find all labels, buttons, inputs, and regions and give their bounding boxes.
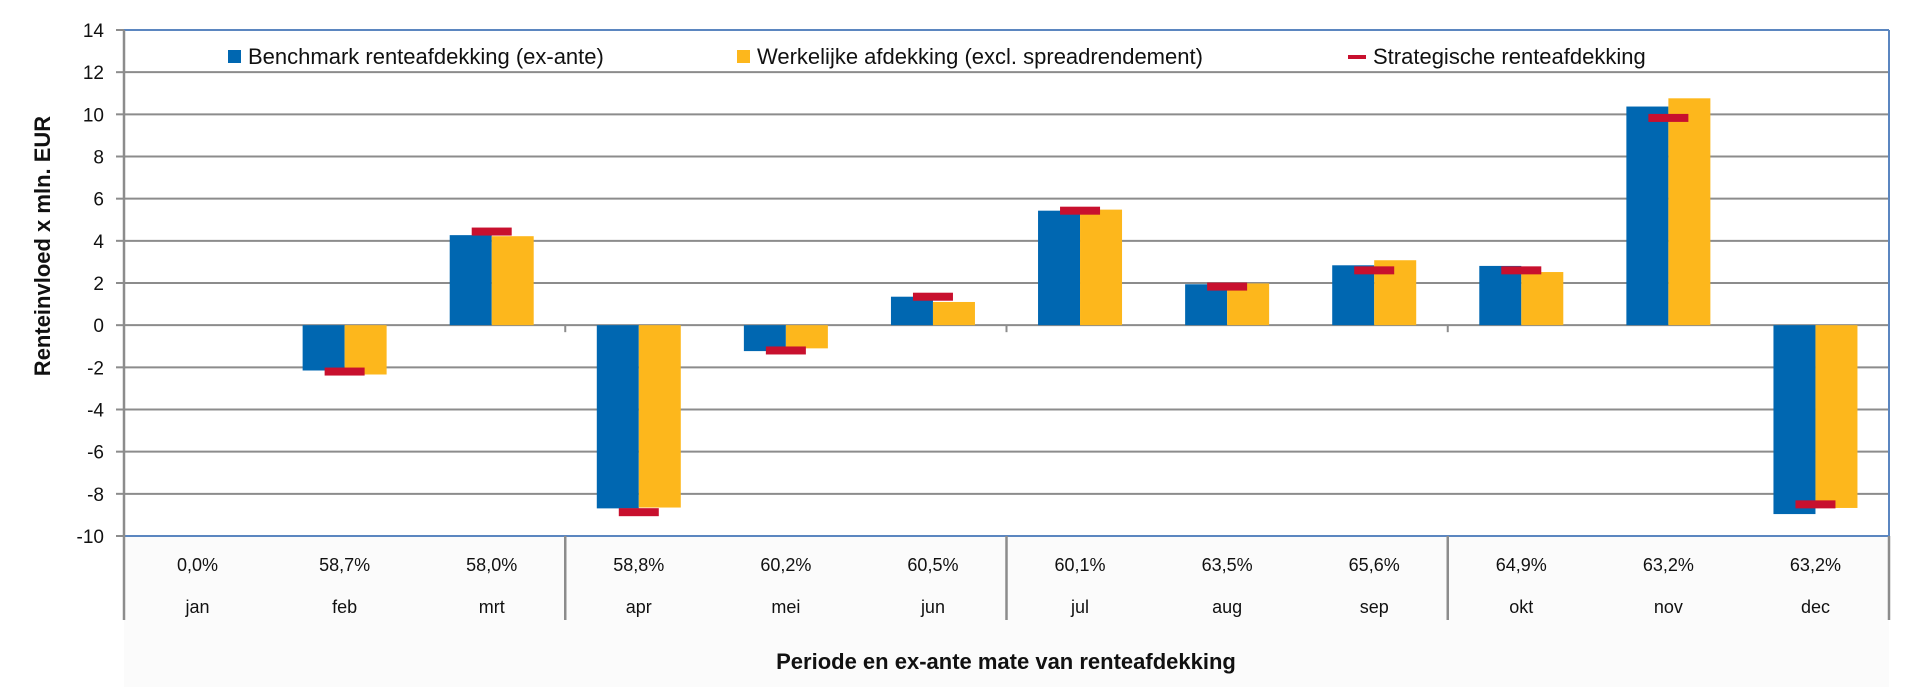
y-axis-title: Renteinvloed x mln. EUR [30, 116, 55, 376]
hedge-ratio-label: 60,2% [760, 555, 811, 575]
legend-label-strategisch: Strategische renteafdekking [1373, 44, 1646, 69]
marker-strategisch-jul [1060, 206, 1101, 215]
month-label: mrt [479, 597, 505, 617]
bar-werkelijke-jun [932, 301, 975, 326]
bar-benchmark-jul [1038, 210, 1081, 326]
hedge-ratio-label: 63,2% [1643, 555, 1694, 575]
y-tick-label: 14 [83, 21, 105, 42]
legend-label-werkelijke: Werkelijke afdekking (excl. spreadrendem… [757, 44, 1203, 69]
y-tick-label: 6 [93, 190, 104, 211]
marker-strategisch-apr [618, 508, 659, 517]
legend: Benchmark renteafdekking (ex-ante) Werke… [228, 44, 1646, 69]
month-label: jun [920, 597, 945, 617]
bar-werkelijke-feb [344, 325, 387, 375]
hedge-ratio-label: 58,8% [613, 555, 664, 575]
marker-strategisch-mei [765, 346, 806, 355]
marker-strategisch-nov [1648, 113, 1689, 122]
strategic-markers [324, 113, 1836, 517]
y-tick-label: -10 [77, 527, 104, 548]
y-tick-label: 10 [83, 105, 104, 126]
bar-werkelijke-mei [785, 325, 828, 349]
month-label: nov [1654, 597, 1683, 617]
bar-werkelijke-jul [1080, 209, 1123, 326]
bar-benchmark-dec [1773, 325, 1816, 515]
gridlines [124, 29, 1889, 537]
hedge-ratio-label: 64,9% [1496, 555, 1547, 575]
hedge-ratio-label: 58,0% [466, 555, 517, 575]
marker-strategisch-jun [912, 292, 953, 301]
bar-benchmark-feb [302, 325, 345, 371]
y-tick-label: 2 [93, 274, 104, 295]
marker-strategisch-okt [1501, 266, 1542, 275]
bar-benchmark-mrt [449, 235, 492, 326]
bar-werkelijke-mrt [491, 236, 534, 326]
bar-benchmark-jun [890, 296, 933, 326]
marker-strategisch-sep [1354, 266, 1395, 275]
legend-swatch-strategisch [1348, 55, 1366, 59]
bar-werkelijke-dec [1815, 325, 1858, 508]
y-tick-label: -6 [87, 443, 104, 464]
bar-benchmark-sep [1332, 265, 1375, 326]
month-label: sep [1360, 597, 1389, 617]
hedge-ratio-label: 63,2% [1790, 555, 1841, 575]
month-label: mei [771, 597, 800, 617]
x-category-labels: 0,0% jan 58,7% feb 58,0% mrt 58,8% apr 60,2% mei 6… [177, 555, 1841, 617]
month-label: aug [1212, 597, 1242, 617]
bar-benchmark-aug [1185, 284, 1228, 326]
y-tick-label: 0 [93, 316, 104, 337]
marker-strategisch-aug [1207, 282, 1248, 291]
bar-werkelijke-apr [638, 325, 681, 508]
y-tick-label: 8 [93, 148, 104, 169]
month-label: okt [1509, 597, 1533, 617]
bars [302, 98, 1858, 515]
month-label: jan [185, 597, 210, 617]
axes [116, 29, 1891, 620]
y-tick-label: 12 [83, 63, 104, 84]
month-label: feb [332, 597, 357, 617]
bar-werkelijke-nov [1668, 98, 1711, 326]
marker-strategisch-dec [1795, 500, 1836, 509]
hedge-ratio-label: 60,1% [1055, 555, 1106, 575]
bar-benchmark-apr [596, 325, 639, 509]
marker-strategisch-mrt [471, 227, 512, 236]
y-tick-label: -2 [87, 358, 104, 379]
bar-benchmark-okt [1479, 265, 1522, 326]
x-axis-title: Periode en ex-ante mate van renteafdekki… [776, 649, 1236, 674]
y-tick-labels: 14 12 10 8 6 4 2 0 -2 -4 -6 -8 -10 [77, 21, 105, 548]
y-tick-label: 4 [93, 232, 104, 253]
month-label: apr [626, 597, 652, 617]
month-label: jul [1070, 597, 1089, 617]
hedge-ratio-label: 0,0% [177, 555, 218, 575]
month-label: dec [1801, 597, 1830, 617]
hedge-ratio-label: 60,5% [907, 555, 958, 575]
legend-label-benchmark: Benchmark renteafdekking (ex-ante) [248, 44, 604, 69]
legend-swatch-benchmark [228, 50, 241, 63]
hedge-ratio-label: 65,6% [1349, 555, 1400, 575]
y-tick-label: -8 [87, 485, 104, 506]
hedge-ratio-label: 63,5% [1202, 555, 1253, 575]
marker-strategisch-feb [324, 367, 365, 376]
bar-werkelijke-okt [1521, 272, 1564, 326]
bar-benchmark-nov [1626, 106, 1669, 326]
hedge-ratio-label: 58,7% [319, 555, 370, 575]
legend-swatch-werkelijke [737, 50, 750, 63]
y-tick-label: -4 [87, 401, 104, 422]
